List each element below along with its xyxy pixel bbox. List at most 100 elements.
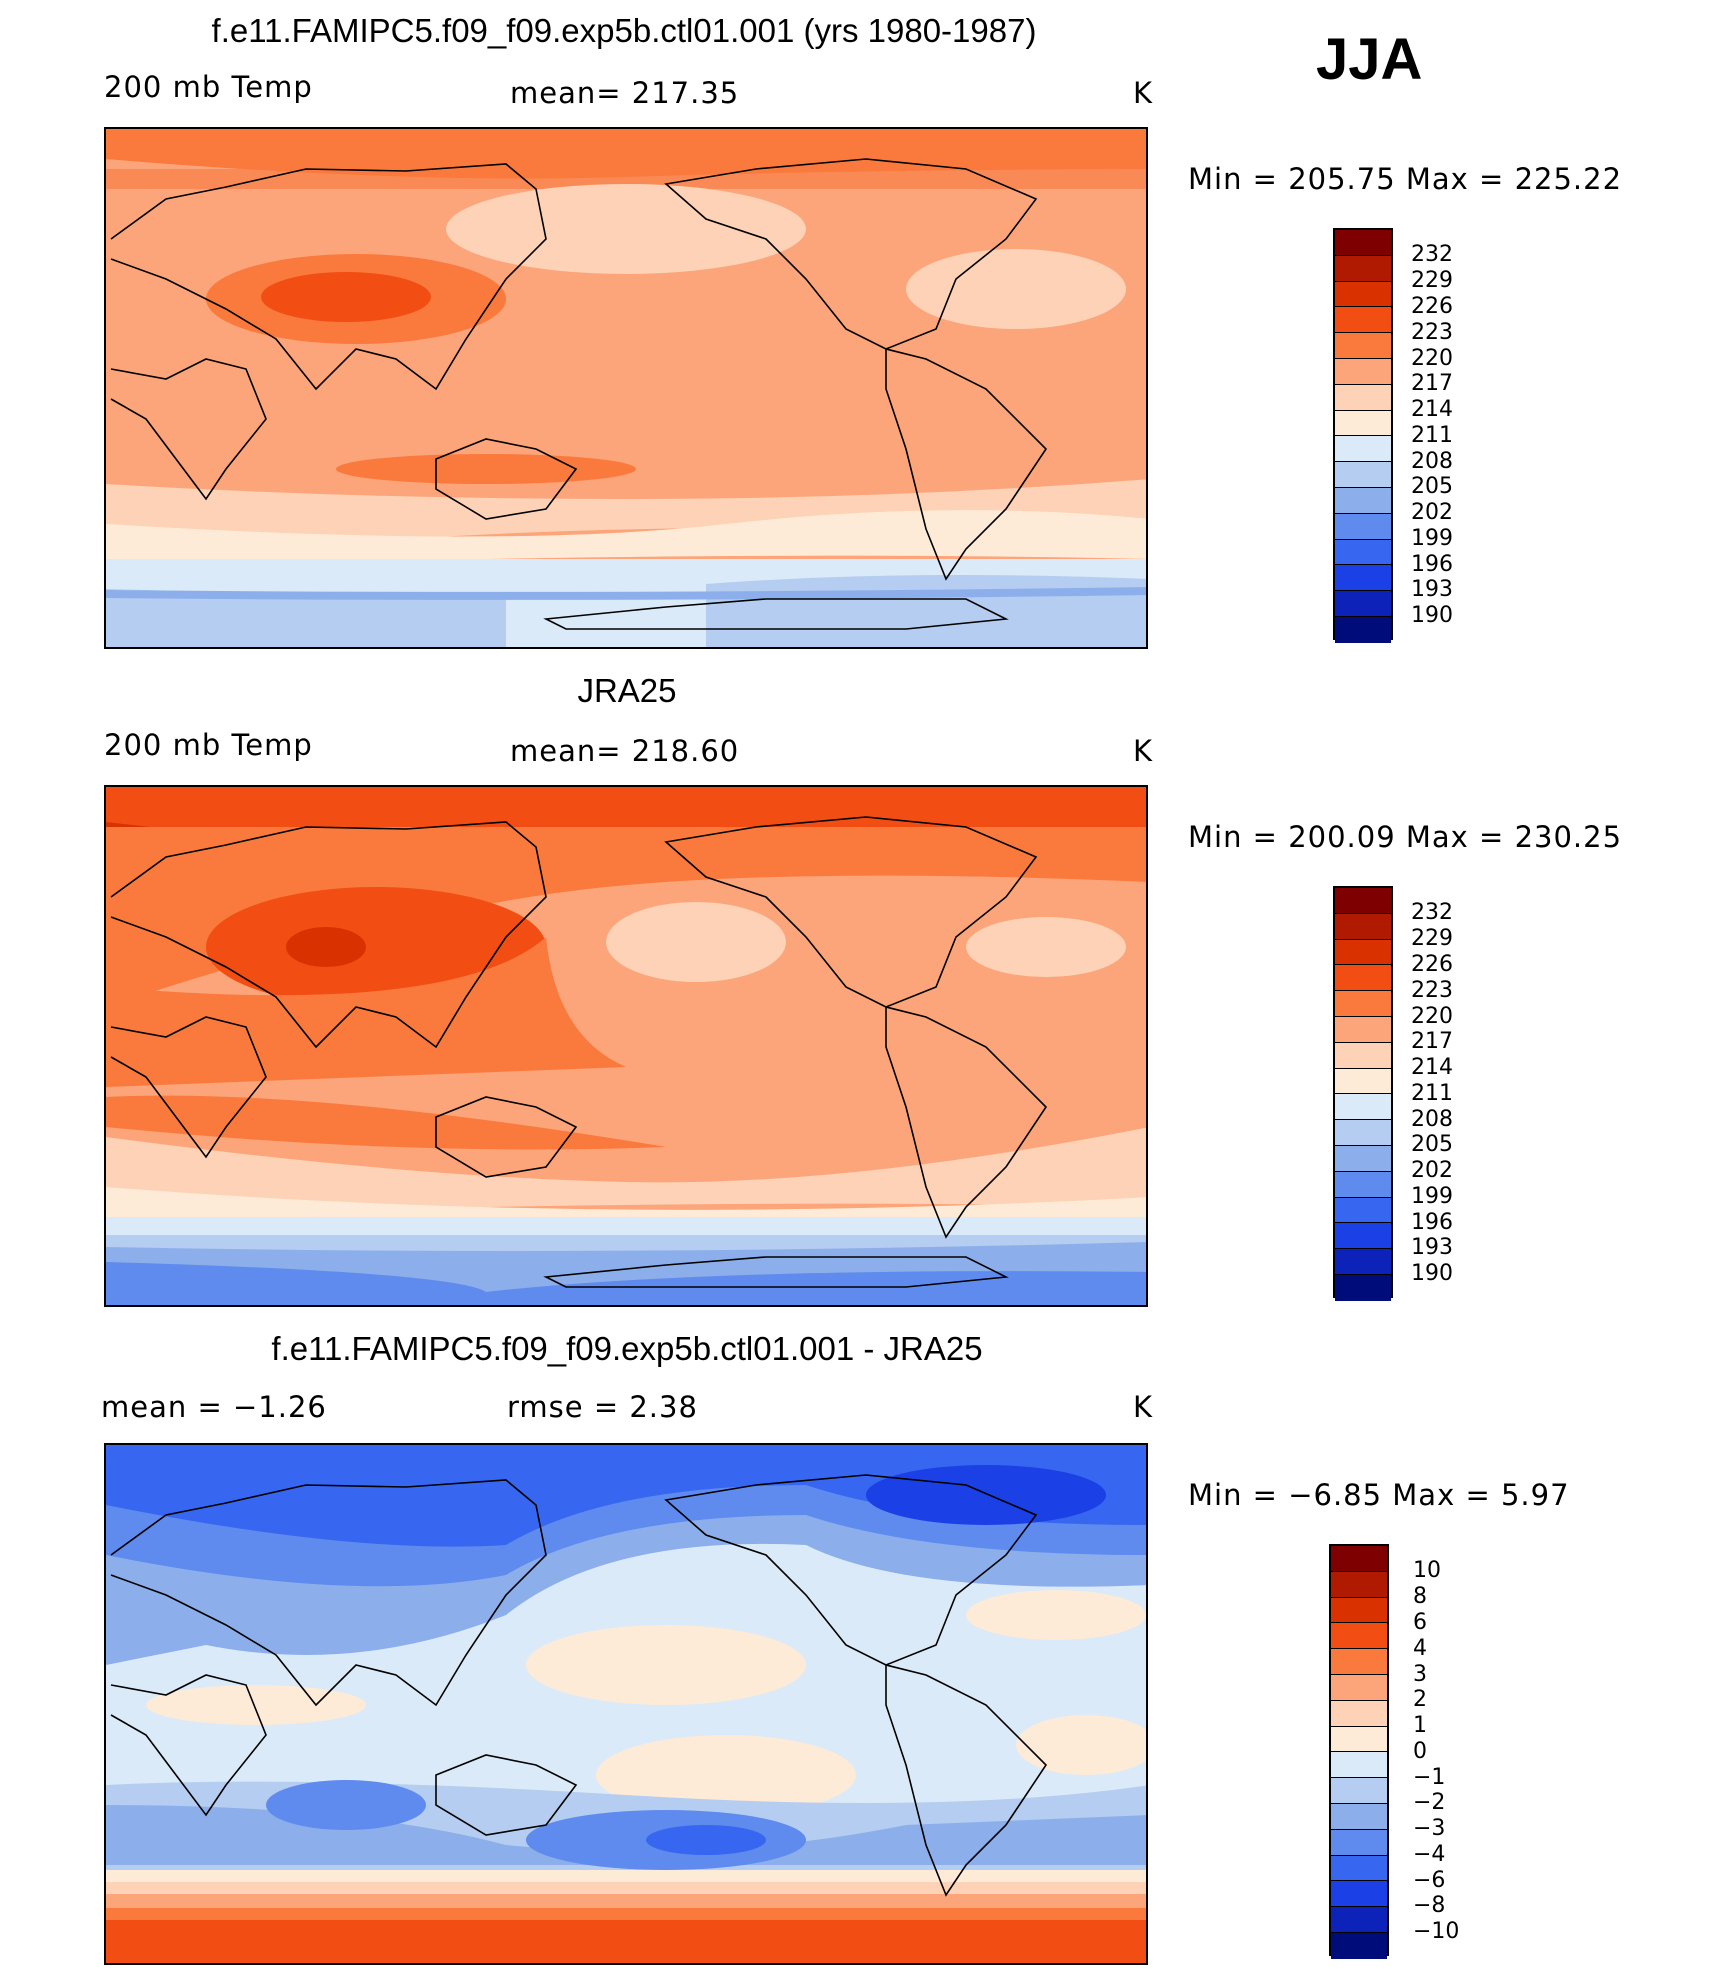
colorbar-box <box>1331 1855 1387 1882</box>
panel3-units: K <box>1133 1390 1154 1424</box>
panel1-units: K <box>1133 76 1154 110</box>
colorbar-box <box>1335 487 1391 514</box>
colorbar-tick-label: 193 <box>1411 577 1453 602</box>
panel1-center-label: mean= 217.35 <box>510 76 740 110</box>
colorbar-box <box>1335 436 1391 463</box>
colorbar-box <box>1335 307 1391 334</box>
colorbar-box <box>1335 1016 1391 1043</box>
colorbar-tick-label: 199 <box>1411 1184 1453 1209</box>
panel2-title: JRA25 <box>577 672 677 709</box>
colorbar-box <box>1335 513 1391 540</box>
colorbar-tick-label: 10 <box>1413 1558 1441 1583</box>
panel3-map <box>104 1443 1148 1965</box>
colorbar-tick-label: −8 <box>1413 1893 1446 1918</box>
colorbar-box <box>1335 1274 1391 1301</box>
colorbar-tick-label: 223 <box>1411 978 1453 1003</box>
colorbar-box <box>1331 1881 1387 1908</box>
panel1-map <box>104 127 1148 649</box>
colorbar-tick-label: −1 <box>1413 1765 1446 1790</box>
colorbar-box <box>1331 1546 1387 1572</box>
colorbar-box <box>1335 1249 1391 1275</box>
panel1-title: f.e11.FAMIPC5.f09_f09.exp5b.ctl01.001 (y… <box>211 12 1037 49</box>
colorbar-tick-label: 232 <box>1411 900 1453 925</box>
colorbar-tick-label: 6 <box>1413 1610 1427 1635</box>
colorbar-box <box>1335 1120 1391 1146</box>
colorbar-box <box>1331 1674 1387 1701</box>
colorbar-tick-label: 196 <box>1411 1210 1453 1235</box>
colorbar-box <box>1331 1752 1387 1779</box>
colorbar-tick-label: 1 <box>1413 1713 1427 1738</box>
panel2-minmax: Min = 200.09 Max = 230.25 <box>1188 820 1623 854</box>
colorbar-tick-label: 229 <box>1411 268 1453 293</box>
colorbar-tick-label: 226 <box>1411 294 1453 319</box>
colorbar-box <box>1335 1068 1391 1095</box>
colorbar-box <box>1335 281 1391 308</box>
colorbar-tick-label: 0 <box>1413 1739 1427 1764</box>
colorbar-tick-label: 220 <box>1411 346 1453 371</box>
colorbar-tick-label: 217 <box>1411 371 1453 396</box>
colorbar-box <box>1335 591 1391 617</box>
colorbar-tick-label: 190 <box>1411 1261 1453 1286</box>
colorbar-box <box>1331 1597 1387 1624</box>
colorbar-box <box>1331 1829 1387 1856</box>
colorbar-box <box>1335 384 1391 411</box>
colorbar-box <box>1335 616 1391 643</box>
colorbar-box <box>1335 462 1391 488</box>
season-label: JJA <box>1316 27 1423 92</box>
colorbar-box <box>1335 888 1391 914</box>
colorbar-box <box>1331 1932 1387 1959</box>
colorbar-tick-label: 205 <box>1411 1132 1453 1157</box>
panel1-left-label: 200 mb Temp <box>104 70 313 104</box>
colorbar-tick-label: 196 <box>1411 552 1453 577</box>
colorbar-box <box>1335 913 1391 940</box>
colorbar-tick-label: 214 <box>1411 1055 1453 1080</box>
colorbar-box <box>1331 1803 1387 1830</box>
colorbar-box <box>1331 1623 1387 1650</box>
panel1-colorbar <box>1333 228 1393 643</box>
panel2-units: K <box>1133 734 1154 768</box>
panel3-title: f.e11.FAMIPC5.f09_f09.exp5b.ctl01.001 - … <box>271 1330 983 1367</box>
colorbar-tick-label: 202 <box>1411 1158 1453 1183</box>
colorbar-box <box>1335 1197 1391 1224</box>
colorbar-tick-label: −4 <box>1413 1842 1446 1867</box>
colorbar-tick-label: 208 <box>1411 1107 1453 1132</box>
colorbar-tick-label: 211 <box>1411 1081 1453 1106</box>
colorbar-tick-label: −3 <box>1413 1816 1446 1841</box>
colorbar-box <box>1335 333 1391 359</box>
colorbar-box <box>1335 1094 1391 1121</box>
colorbar-box <box>1335 991 1391 1017</box>
colorbar-box <box>1331 1778 1387 1804</box>
panel3-minmax: Min = −6.85 Max = 5.97 <box>1188 1478 1570 1512</box>
colorbar-tick-label: 190 <box>1411 603 1453 628</box>
colorbar-box <box>1335 1223 1391 1250</box>
panel2-colorbar <box>1333 886 1393 1301</box>
colorbar-tick-label: 8 <box>1413 1584 1427 1609</box>
colorbar-tick-label: 193 <box>1411 1235 1453 1260</box>
colorbar-box <box>1335 539 1391 566</box>
panel2-left-label: 200 mb Temp <box>104 728 313 762</box>
colorbar-box <box>1335 1145 1391 1172</box>
colorbar-tick-label: 214 <box>1411 397 1453 422</box>
colorbar-tick-label: 3 <box>1413 1662 1427 1687</box>
colorbar-box <box>1331 1571 1387 1598</box>
colorbar-tick-label: 232 <box>1411 242 1453 267</box>
panel2-map <box>104 785 1148 1307</box>
colorbar-box <box>1331 1649 1387 1675</box>
colorbar-box <box>1335 255 1391 282</box>
colorbar-tick-label: 211 <box>1411 423 1453 448</box>
colorbar-tick-label: 199 <box>1411 526 1453 551</box>
colorbar-tick-label: 229 <box>1411 926 1453 951</box>
colorbar-tick-label: 223 <box>1411 320 1453 345</box>
panel3-colorbar <box>1329 1544 1389 1959</box>
colorbar-tick-label: −10 <box>1413 1919 1460 1944</box>
colorbar-tick-label: −6 <box>1413 1868 1446 1893</box>
colorbar-box <box>1331 1700 1387 1727</box>
colorbar-box <box>1335 358 1391 385</box>
colorbar-tick-label: 202 <box>1411 500 1453 525</box>
colorbar-tick-label: 208 <box>1411 449 1453 474</box>
colorbar-tick-label: 220 <box>1411 1004 1453 1029</box>
colorbar-box <box>1335 565 1391 592</box>
colorbar-box <box>1335 230 1391 256</box>
panel1-minmax: Min = 205.75 Max = 225.22 <box>1188 162 1623 196</box>
colorbar-tick-label: −2 <box>1413 1790 1446 1815</box>
